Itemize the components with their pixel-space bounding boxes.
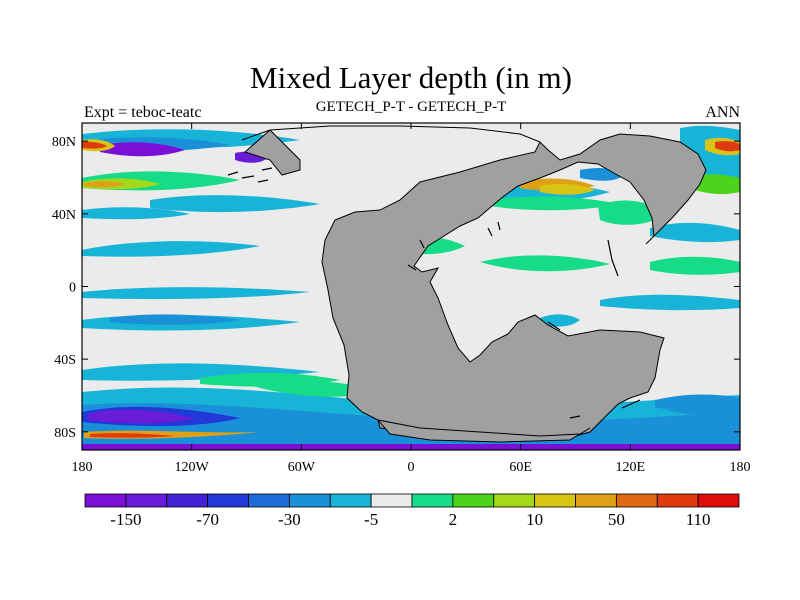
colorbar-swatch [329, 493, 372, 508]
x-tick-label: 180 [72, 460, 93, 475]
tropical-cyan-east [600, 294, 740, 311]
south-polar-landmass [376, 419, 591, 443]
east-sea-cyan [650, 222, 740, 243]
equatorial-cyan-band [82, 287, 310, 300]
north-pacific-cyan-mid-west [82, 207, 190, 220]
north-pacific-purple [100, 142, 185, 157]
colorbar-swatch [370, 493, 413, 508]
north-continent-yellow [540, 183, 595, 195]
supercontinent [241, 125, 707, 441]
y-tick-label: 40N [52, 208, 76, 223]
far-east-red [715, 140, 740, 152]
north-pacific-cyan-mid [150, 195, 320, 213]
tropical-band-north [82, 241, 260, 257]
y-tick-label: 0 [69, 281, 76, 296]
southern-ocean-purple [88, 409, 195, 424]
colorbar-swatch [288, 493, 331, 508]
colorbar-swatch [166, 493, 209, 508]
colorbar-label: 110 [686, 510, 711, 529]
island-arc-west [227, 167, 273, 183]
tropical-green-ocean2 [650, 256, 740, 275]
y-tick-label: 40S [54, 353, 76, 368]
experiment-label: Expt = teboc-teatc [84, 104, 201, 121]
colorbar-swatch [656, 493, 699, 508]
colorbar-label: -70 [196, 510, 219, 529]
y-axis: 80N 40N 0 40S 80S [52, 135, 740, 441]
colorbar-swatch [534, 493, 576, 508]
colorbar: -150 -70 -30 -5 2 10 50 110 [84, 493, 740, 529]
x-tick-label: 120W [175, 460, 210, 475]
land-masses [227, 125, 707, 443]
x-tick-label: 180 [730, 460, 751, 475]
north-continent-green [490, 196, 620, 211]
x-axis: 180 120W 60W 0 60E 120E 180 [72, 123, 751, 475]
colorbar-swatch [248, 493, 290, 508]
south-midlat-green [200, 372, 340, 387]
dataset-label: GETECH_P-T - GETECH_P-T [316, 99, 507, 115]
island-south-east [547, 321, 641, 419]
colorbar-swatch [452, 493, 495, 508]
colorbar-label: -5 [364, 510, 378, 529]
colorbar-swatch [84, 493, 127, 508]
colorbar-swatch [125, 493, 168, 508]
southern-ocean-red-strip [90, 433, 175, 438]
map-panel [82, 123, 740, 450]
colorbar-swatch [207, 493, 249, 508]
tropical-band-south-blue [110, 314, 240, 325]
x-tick-label: 60W [288, 460, 316, 475]
north-pacific-red [82, 141, 107, 149]
colorbar-swatch [493, 493, 536, 508]
season-label: ANN [705, 104, 740, 121]
colorbar-label: -150 [110, 510, 141, 529]
colorbar-label: 10 [526, 510, 543, 529]
x-tick-label: 120E [616, 460, 646, 475]
colorbar-label: -30 [278, 510, 301, 529]
colorbar-swatch [615, 493, 658, 508]
colorbar-swatch [411, 493, 454, 508]
south-east-blue [655, 394, 740, 417]
island-arc-central [407, 221, 619, 277]
colorbar-label: 2 [449, 510, 458, 529]
colorbar-swatch [575, 493, 617, 508]
y-tick-label: 80S [54, 426, 76, 441]
colorbar-label: 50 [608, 510, 625, 529]
north-pacific-orange-band [84, 181, 125, 188]
tropical-green-east [480, 255, 610, 272]
x-tick-label: 60E [509, 460, 532, 475]
figure-title: Mixed Layer depth (in m) [250, 60, 572, 95]
colorbar-swatch [697, 493, 740, 508]
x-tick-label: 0 [408, 460, 415, 475]
y-tick-label: 80N [52, 135, 76, 150]
